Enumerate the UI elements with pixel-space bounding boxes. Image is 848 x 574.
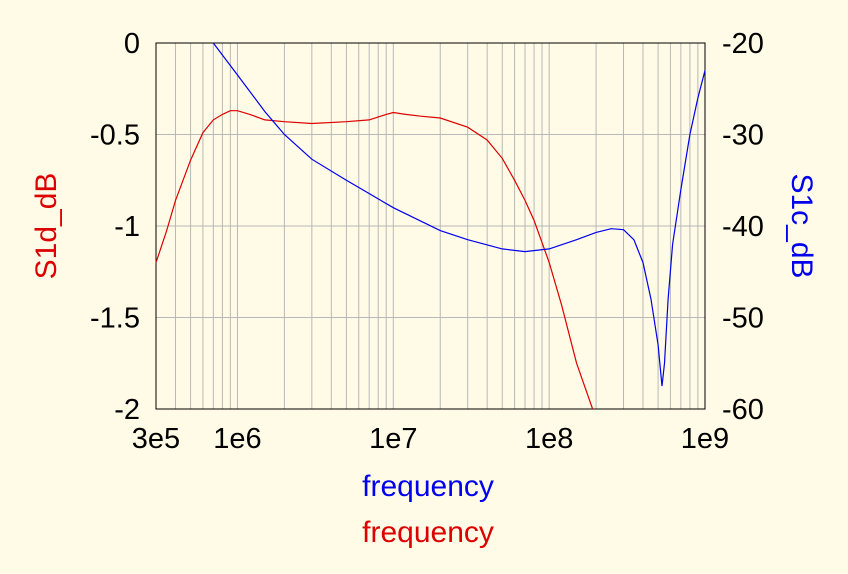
left-tick-label: -2 [114,394,140,426]
x-tick-label: 3e5 [132,423,180,455]
series-line-S1d_dB [155,110,594,410]
left-tick-label: -0.5 [90,120,140,152]
right-tick-label: -40 [722,211,764,243]
x-axis-label-blue: frequency [362,470,494,503]
left-tick-label: -1.5 [90,303,140,335]
series-layer [155,42,706,410]
x-tick-label: 1e9 [681,423,729,455]
series-line-S1c_dB [212,42,706,387]
x-tick-label: 1e6 [213,423,261,455]
right-tick-label: -30 [722,120,764,152]
left-axis-label: S1d_dB [30,173,63,280]
x-axis-label-red: frequency [362,516,494,549]
left-tick-label: -1 [114,211,140,243]
right-axis-label: S1c_dB [785,173,818,278]
left-tick-label: 0 [124,28,140,60]
right-tick-label: -20 [722,28,764,60]
x-tick-label: 1e7 [369,423,417,455]
right-tick-label: -50 [722,303,764,335]
right-tick-label: -60 [722,394,764,426]
plot-frame [155,42,706,410]
x-tick-label: 1e8 [525,423,573,455]
tick-labels: 3e5 1e6 1e7 1e8 1e9 0 -0.5 -1 -1.5 -2 -20 -30 -40 -50… [90,28,764,455]
